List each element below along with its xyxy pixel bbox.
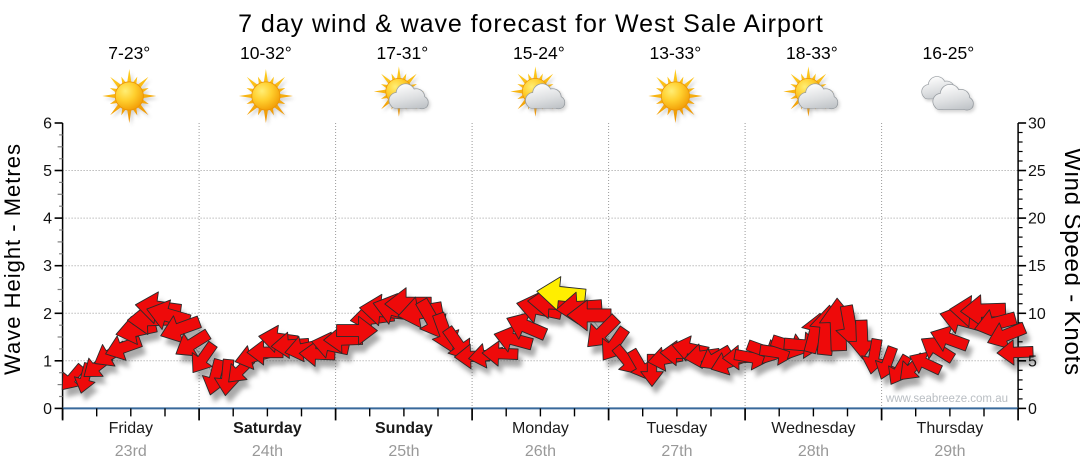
svg-text:Tuesday: Tuesday bbox=[647, 420, 708, 437]
svg-text:27th: 27th bbox=[661, 443, 692, 460]
svg-text:2: 2 bbox=[43, 306, 52, 323]
svg-text:Monday: Monday bbox=[512, 420, 569, 437]
svg-text:13-33°: 13-33° bbox=[650, 43, 702, 63]
svg-text:24th: 24th bbox=[252, 443, 283, 460]
svg-text:Thursday: Thursday bbox=[917, 420, 984, 437]
svg-text:4: 4 bbox=[43, 211, 52, 228]
svg-text:5: 5 bbox=[1028, 353, 1037, 370]
svg-text:Wave Height - Metres: Wave Height - Metres bbox=[0, 143, 25, 375]
svg-text:25: 25 bbox=[1028, 163, 1046, 180]
svg-text:26th: 26th bbox=[525, 443, 556, 460]
svg-text:10: 10 bbox=[1028, 306, 1046, 323]
svg-text:0: 0 bbox=[43, 401, 52, 418]
svg-text:30: 30 bbox=[1028, 116, 1046, 133]
svg-text:Wind Speed - Knots: Wind Speed - Knots bbox=[1059, 148, 1080, 376]
svg-text:5: 5 bbox=[43, 163, 52, 180]
svg-text:28th: 28th bbox=[798, 443, 829, 460]
svg-text:Saturday: Saturday bbox=[233, 420, 302, 437]
svg-text:15: 15 bbox=[1028, 258, 1046, 275]
svg-text:7-23°: 7-23° bbox=[108, 43, 150, 63]
svg-text:1: 1 bbox=[43, 353, 52, 370]
svg-text:7 day wind & wave forecast for: 7 day wind & wave forecast for West Sale… bbox=[238, 10, 824, 38]
svg-text:www.seabreeze.com.au: www.seabreeze.com.au bbox=[885, 393, 1008, 405]
svg-text:20: 20 bbox=[1028, 211, 1046, 228]
svg-text:25th: 25th bbox=[388, 443, 419, 460]
svg-text:10-32°: 10-32° bbox=[240, 43, 292, 63]
svg-text:3: 3 bbox=[43, 258, 52, 275]
svg-text:17-31°: 17-31° bbox=[377, 43, 429, 63]
svg-text:23rd: 23rd bbox=[115, 443, 147, 460]
svg-text:6: 6 bbox=[43, 116, 52, 133]
svg-text:16-25°: 16-25° bbox=[923, 43, 975, 63]
svg-text:Friday: Friday bbox=[109, 420, 153, 437]
svg-text:29th: 29th bbox=[934, 443, 965, 460]
svg-text:Wednesday: Wednesday bbox=[771, 420, 855, 437]
svg-text:15-24°: 15-24° bbox=[513, 43, 565, 63]
svg-text:0: 0 bbox=[1028, 401, 1037, 418]
svg-text:Sunday: Sunday bbox=[375, 420, 433, 437]
svg-text:18-33°: 18-33° bbox=[786, 43, 838, 63]
